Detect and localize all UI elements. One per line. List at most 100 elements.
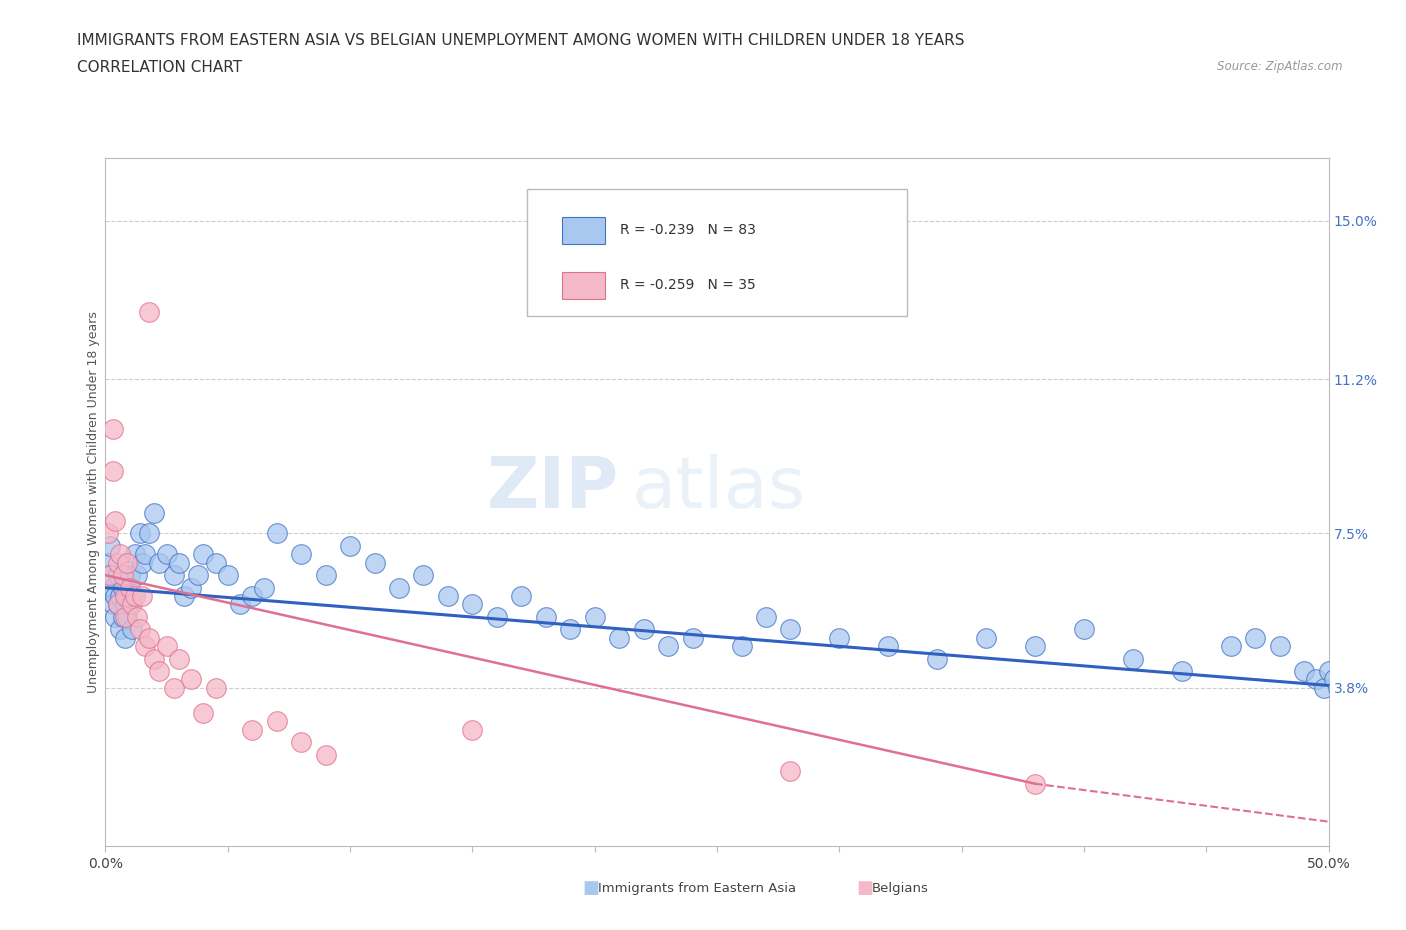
Point: [108, 547, 131, 562]
Text: ■: ■: [582, 879, 599, 897]
Point: [138, 305, 160, 320]
Bar: [562, 272, 605, 299]
Point: [138, 526, 160, 541]
Point: [193, 547, 215, 562]
Point: [412, 567, 434, 582]
Point: [1122, 651, 1144, 666]
Point: [138, 631, 160, 645]
Point: [779, 622, 801, 637]
Point: [101, 580, 124, 595]
Point: [315, 567, 337, 582]
Point: [117, 589, 139, 604]
Point: [107, 555, 129, 570]
Point: [114, 609, 136, 624]
FancyBboxPatch shape: [527, 189, 907, 316]
Point: [779, 764, 801, 778]
Point: [1219, 639, 1241, 654]
Point: [156, 547, 179, 562]
Point: [1024, 639, 1046, 654]
Point: [101, 597, 124, 612]
Point: [107, 567, 129, 582]
Point: [1268, 639, 1291, 654]
Point: [1322, 672, 1344, 687]
Point: [1341, 672, 1364, 687]
Point: [1305, 672, 1327, 687]
Point: [173, 589, 195, 604]
Point: [1313, 681, 1336, 696]
Point: [607, 631, 630, 645]
Point: [388, 580, 411, 595]
Point: [121, 622, 143, 637]
Point: [290, 547, 312, 562]
Point: [118, 597, 141, 612]
Point: [101, 463, 124, 478]
Point: [229, 597, 252, 612]
Point: [148, 555, 170, 570]
Point: [128, 526, 150, 541]
Point: [1327, 681, 1350, 696]
Point: [98, 538, 121, 553]
Point: [730, 639, 752, 654]
Point: [114, 597, 136, 612]
Point: [108, 589, 131, 604]
Text: R = -0.259   N = 35: R = -0.259 N = 35: [620, 278, 756, 292]
Point: [167, 651, 190, 666]
Point: [461, 597, 484, 612]
Y-axis label: Unemployment Among Women with Children Under 18 years: Unemployment Among Women with Children U…: [87, 312, 100, 693]
Point: [253, 580, 276, 595]
Text: IMMIGRANTS FROM EASTERN ASIA VS BELGIAN UNEMPLOYMENT AMONG WOMEN WITH CHILDREN U: IMMIGRANTS FROM EASTERN ASIA VS BELGIAN …: [77, 33, 965, 47]
Point: [755, 609, 778, 624]
Point: [111, 567, 134, 582]
Point: [1073, 622, 1095, 637]
Point: [156, 639, 179, 654]
Point: [437, 589, 460, 604]
Point: [974, 631, 997, 645]
Point: [127, 609, 149, 624]
Point: [828, 631, 851, 645]
Point: [485, 609, 508, 624]
Point: [97, 526, 120, 541]
Point: [363, 555, 385, 570]
Point: [927, 651, 949, 666]
Point: [187, 567, 209, 582]
Point: [101, 422, 124, 437]
Text: CORRELATION CHART: CORRELATION CHART: [77, 60, 242, 75]
Point: [98, 567, 121, 582]
Point: [163, 681, 186, 696]
Text: Source: ZipAtlas.com: Source: ZipAtlas.com: [1218, 60, 1343, 73]
Point: [114, 631, 136, 645]
Point: [97, 555, 120, 570]
Point: [204, 681, 226, 696]
Point: [131, 589, 153, 604]
Point: [111, 580, 134, 595]
Point: [193, 705, 215, 720]
Point: [148, 664, 170, 679]
Point: [163, 567, 186, 582]
Point: [118, 580, 141, 595]
Point: [560, 622, 582, 637]
Point: [124, 547, 146, 562]
Text: Belgians: Belgians: [872, 882, 928, 895]
Point: [266, 713, 288, 728]
Point: [266, 526, 288, 541]
Text: atlas: atlas: [631, 454, 806, 523]
Point: [204, 555, 226, 570]
Point: [1337, 681, 1360, 696]
Point: [98, 567, 121, 582]
Point: [1244, 631, 1267, 645]
Point: [240, 722, 263, 737]
Point: [315, 747, 337, 762]
Point: [127, 567, 149, 582]
Point: [104, 589, 127, 604]
Point: [143, 505, 166, 520]
Point: [534, 609, 557, 624]
Point: [167, 555, 190, 570]
Point: [104, 513, 127, 528]
Point: [1171, 664, 1194, 679]
Point: [1294, 664, 1316, 679]
Point: [134, 639, 156, 654]
Point: [583, 609, 606, 624]
Point: [143, 651, 166, 666]
Point: [240, 589, 263, 604]
Point: [114, 589, 136, 604]
